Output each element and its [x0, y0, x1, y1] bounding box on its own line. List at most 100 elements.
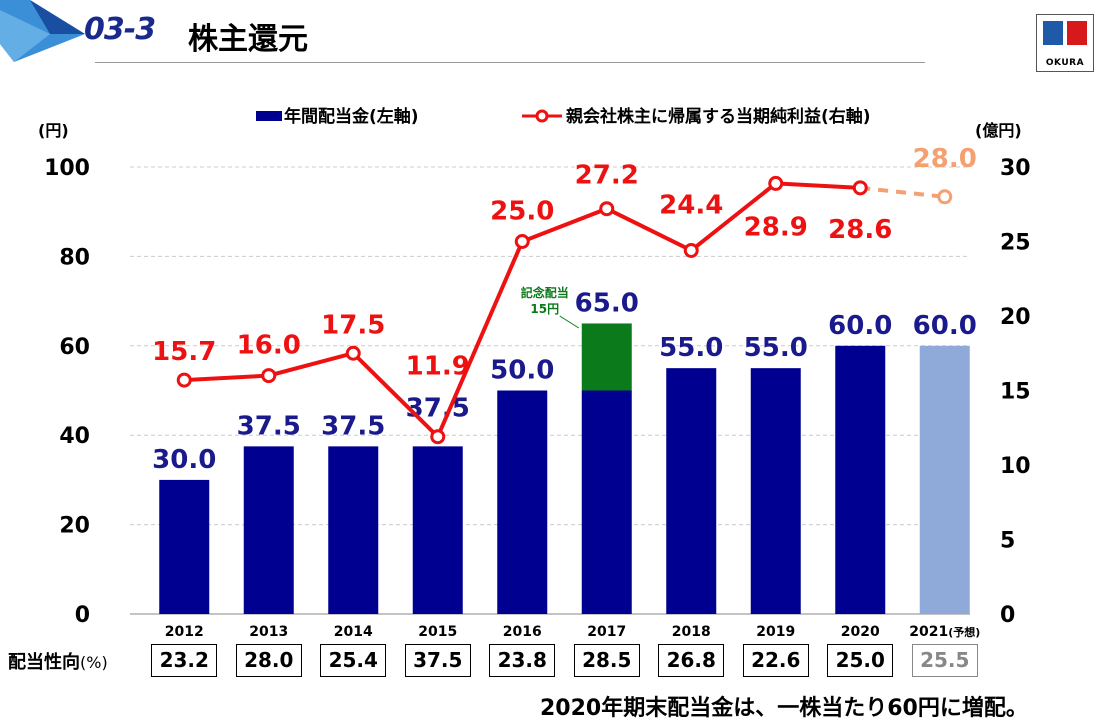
profit-marker — [937, 189, 953, 205]
x-tick-year: 2014 — [334, 624, 373, 640]
right-tick-label: 0 — [1000, 603, 1015, 628]
payout-ratio-cell: 25.4 — [320, 644, 387, 677]
left-axis-unit: (円) — [38, 121, 69, 140]
dividend-bar — [581, 390, 632, 614]
logo-mark-icon — [1043, 21, 1087, 45]
payout-ratio-cell: 28.5 — [573, 644, 640, 677]
profit-value-label: 28.6 — [828, 215, 892, 245]
profit-value-label: 25.0 — [490, 197, 554, 227]
dividend-bar — [750, 368, 801, 614]
dividend-bar — [412, 446, 463, 614]
commemorative-annotation-amount: 15円 — [530, 302, 559, 316]
x-tick-label: 2017 — [587, 624, 626, 640]
x-tick-label: 2015 — [418, 624, 457, 640]
right-tick-label: 20 — [1000, 305, 1031, 330]
x-tick-label: 2014 — [334, 624, 373, 640]
profit-value-label: 24.4 — [659, 190, 723, 220]
right-tick-label: 10 — [1000, 454, 1031, 479]
profit-forecast-line — [860, 185, 945, 199]
dividend-value-label: 60.0 — [913, 311, 977, 341]
footnote: 2020年期末配当金は、一株当たり60円に増配。 — [540, 696, 1028, 721]
dividend-value-label: 55.0 — [744, 333, 808, 363]
x-tick-year: 2020 — [841, 624, 880, 640]
profit-value-label: 28.9 — [744, 212, 808, 242]
profit-value-label: 11.9 — [406, 352, 470, 382]
dividend-value-label: 50.0 — [490, 356, 554, 386]
legend-marker-profit — [535, 109, 549, 123]
legend-label-dividend: 年間配当金(左軸) — [284, 106, 419, 127]
payout-ratio-cell: 23.2 — [151, 644, 218, 677]
right-tick-label: 30 — [1000, 156, 1031, 181]
payout-ratio-cell: 28.0 — [235, 644, 302, 677]
dividend-bar — [328, 446, 379, 614]
payout-ratio-title: 配当性向 — [8, 652, 80, 673]
x-tick-year: 2017 — [587, 624, 626, 640]
right-tick-label: 15 — [1000, 380, 1031, 405]
slide-header: 03-3 株主還元 OKURA — [0, 0, 1107, 72]
dividend-value-label: 37.5 — [237, 411, 301, 441]
left-tick-label: 40 — [59, 424, 90, 449]
payout-ratio-cell: 23.8 — [489, 644, 556, 677]
payout-ratio-cell: 26.8 — [658, 644, 725, 677]
commemorative-leader-line — [559, 315, 580, 329]
profit-marker — [768, 175, 784, 191]
x-tick-suffix: (予想) — [948, 625, 980, 639]
payout-ratio-unit: (%) — [80, 653, 108, 672]
dividend-bar — [497, 390, 548, 614]
x-tick-year: 2021 — [909, 624, 948, 640]
profit-value-label: 27.2 — [575, 161, 639, 191]
logo-text: OKURA — [1045, 58, 1085, 68]
x-tick-label: 2013 — [249, 624, 288, 640]
left-tick-label: 80 — [59, 245, 90, 270]
profit-marker — [176, 372, 192, 388]
x-tick-label: 2016 — [503, 624, 542, 640]
profit-value-label: 28.0 — [913, 144, 977, 174]
dividend-value-label: 65.0 — [575, 288, 639, 318]
x-tick-year: 2013 — [249, 624, 288, 640]
right-tick-label: 5 — [1000, 529, 1015, 554]
dividend-value-label: 37.5 — [406, 393, 470, 423]
x-tick-label: 2021(予想) — [909, 624, 980, 640]
section-number: 03-3 — [84, 12, 156, 47]
left-tick-label: 20 — [59, 514, 90, 539]
x-tick-year: 2019 — [756, 624, 795, 640]
dividend-value-label: 55.0 — [659, 333, 723, 363]
x-tick-year: 2015 — [418, 624, 457, 640]
legend-label-profit: 親会社株主に帰属する当期純利益(右軸) — [566, 106, 871, 127]
payout-ratio-cell: 22.6 — [742, 644, 809, 677]
profit-marker — [430, 429, 446, 445]
x-tick-year: 2016 — [503, 624, 542, 640]
dividend-bar — [919, 345, 970, 614]
dividend-value-label: 30.0 — [152, 445, 216, 475]
x-tick-label: 2020 — [841, 624, 880, 640]
dividend-bar — [243, 446, 294, 614]
profit-value-label: 15.7 — [152, 337, 216, 367]
profit-marker — [852, 180, 868, 196]
left-tick-label: 0 — [75, 603, 90, 628]
commemorative-annotation: 記念配当 — [521, 285, 569, 300]
profit-marker — [345, 345, 361, 361]
profit-marker — [683, 242, 699, 258]
dividend-bar — [835, 345, 886, 614]
dividend-value-label: 60.0 — [828, 311, 892, 341]
x-tick-label: 2019 — [756, 624, 795, 640]
dividend-value-label: 37.5 — [321, 411, 385, 441]
right-tick-label: 25 — [1000, 231, 1031, 256]
x-tick-label: 2018 — [672, 624, 711, 640]
payout-ratio-cell: 25.0 — [827, 644, 894, 677]
left-tick-label: 60 — [59, 335, 90, 360]
commemorative-bar — [581, 323, 632, 391]
profit-value-label: 16.0 — [237, 331, 301, 361]
dividend-chart: 0 20 40 60 80 100 0 5 10 15 20 25 30 (円) (億円) 年間配当金(左軸)… — [38, 106, 1031, 640]
chevron-icon — [0, 0, 85, 62]
x-tick-label: 2012 — [165, 624, 204, 640]
company-logo: OKURA — [1036, 14, 1094, 72]
dividend-bar — [666, 368, 717, 614]
page-title: 株主還元 — [188, 22, 308, 57]
payout-ratio-cell: 37.5 — [404, 644, 471, 677]
profit-marker — [514, 234, 530, 249]
x-tick-year: 2018 — [672, 624, 711, 640]
legend-swatch-dividend — [256, 111, 282, 121]
left-tick-label: 100 — [44, 156, 90, 181]
profit-value-label: 17.5 — [321, 310, 385, 340]
